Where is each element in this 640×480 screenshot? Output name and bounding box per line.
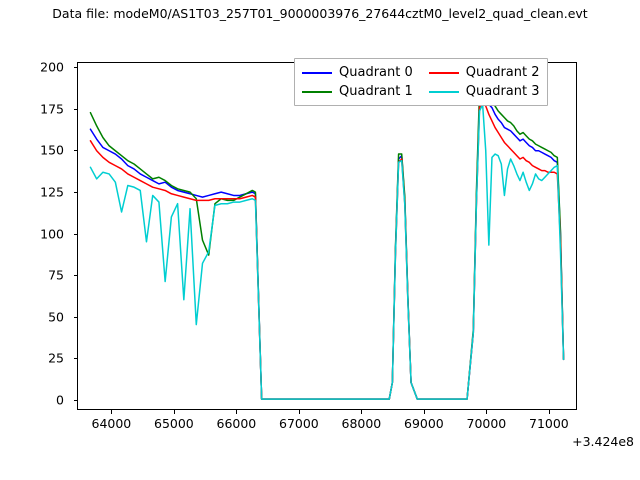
y-tick-mark [73,150,77,152]
x-tick-label: 66000 [216,416,257,431]
chart-legend[interactable]: Quadrant 0 Quadrant 2 Quadrant 1 Quadrant 3 [294,58,548,106]
y-tick-mark [73,191,77,193]
x-tick-label: 70000 [466,416,507,431]
x-tick-mark [548,410,550,414]
legend-color-swatch [428,90,459,93]
x-tick-label: 69000 [403,416,444,431]
y-tick-label: 100 [40,226,64,241]
y-axis-tick-labels: 0 25 50 75 100 125 150 175 200 [0,59,72,410]
legend-color-swatch [302,71,332,74]
x-axis-tick-labels: 64000 65000 66000 67000 68000 69000 70000 71000 [77,414,577,436]
y-tick-mark [73,275,77,277]
y-tick-mark [73,108,77,110]
chart-lines [78,63,576,409]
y-tick-mark [73,358,77,360]
y-tick-label: 150 [40,142,64,158]
x-tick-mark [111,410,113,414]
x-tick-label: 71000 [528,416,569,431]
y-tick-label: 125 [40,184,64,200]
figure-title: Data file: modeM0/AS1T03_257T01_90000039… [52,6,588,21]
series-line [90,91,563,399]
x-tick-label: 67000 [278,416,319,431]
y-tick-label: 200 [40,59,64,75]
legend-entry[interactable]: Quadrant 3 [428,83,540,100]
y-tick-label: 175 [40,101,64,117]
y-tick-label: 75 [48,267,64,283]
x-tick-mark [486,410,488,414]
legend-color-swatch [428,71,459,74]
legend-label: Quadrant 0 [339,65,413,80]
y-tick-mark [73,233,77,235]
x-tick-mark [423,410,425,414]
plot-area [77,62,577,410]
y-tick-label: 50 [48,309,64,325]
y-tick-mark [73,400,77,401]
x-tick-label: 64000 [91,416,132,431]
legend-color-swatch [302,90,332,93]
x-tick-mark [361,410,363,414]
y-tick-label: 25 [48,350,64,366]
legend-label: Quadrant 2 [465,65,540,80]
x-tick-mark [298,410,300,414]
legend-entry[interactable]: Quadrant 2 [428,64,540,81]
y-tick-mark [73,316,77,318]
series-line [90,104,563,399]
legend-label: Quadrant 3 [465,84,540,99]
y-tick-label: 0 [56,392,64,408]
x-tick-mark [236,410,238,414]
x-axis-offset-label: +3.424e8 [572,434,634,449]
legend-entry[interactable]: Quadrant 1 [302,83,413,100]
legend-entry[interactable]: Quadrant 0 [302,64,413,81]
y-tick-mark [73,66,77,68]
x-tick-mark [173,410,175,414]
legend-label: Quadrant 1 [339,84,413,99]
x-tick-label: 65000 [153,416,194,431]
series-line [90,80,563,400]
series-line [90,101,563,399]
x-tick-label: 68000 [341,416,382,431]
